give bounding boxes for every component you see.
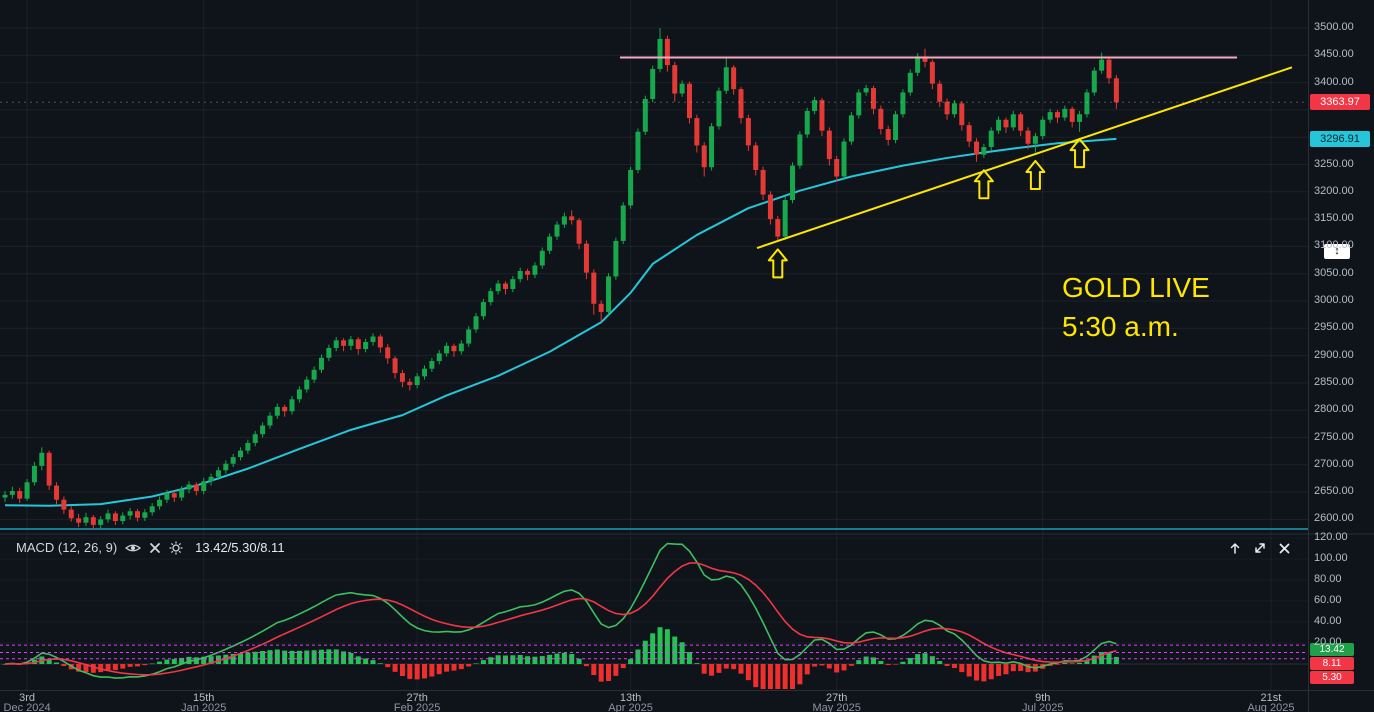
ma-value-badge: 3296.91 (1310, 131, 1370, 147)
time-tick-month: Apr 2025 (608, 702, 653, 712)
macd-line-badge: 13.42 (1310, 643, 1354, 656)
price-tick-label: 3150.00 (1314, 212, 1354, 225)
price-tick-label: 3400.00 (1314, 75, 1354, 88)
macd-tick-label: 100.00 (1314, 552, 1348, 564)
time-tick-day: 15th (193, 692, 215, 704)
annotation-title: GOLD LIVE (1062, 272, 1210, 303)
eye-icon[interactable] (125, 542, 142, 554)
price-tick-label: 2750.00 (1314, 430, 1354, 443)
macd-tick-label: 80.00 (1314, 573, 1342, 585)
price-tick-label: 3000.00 (1314, 294, 1354, 306)
histogram-badge: 5.30 (1310, 671, 1354, 684)
price-pane[interactable] (0, 28, 1308, 530)
indicator-settings-gear-icon[interactable] (169, 541, 183, 555)
price-tick-label: 2900.00 (1314, 348, 1354, 361)
buy-arrow[interactable] (1069, 138, 1090, 169)
time-tick-day: 27th (406, 692, 428, 704)
annotation-time: 5:30 a.m. (1062, 311, 1179, 342)
macd-tick-label: 120.00 (1314, 531, 1348, 543)
trendline[interactable] (756, 66, 1293, 249)
time-tick-day: 27th (825, 692, 848, 704)
macd-current-values: 13.42/5.30/8.11 (195, 540, 285, 555)
price-tick-label: 2650.00 (1314, 485, 1354, 498)
price-tick-label: 2950.00 (1314, 321, 1354, 334)
buy-arrow[interactable] (973, 169, 994, 200)
macd-signal-line (4, 562, 1117, 676)
price-tick-label: 3500.00 (1314, 21, 1354, 33)
macd-tick-label: 60.00 (1314, 594, 1342, 606)
time-tick-month: Dec 2024 (3, 702, 51, 712)
chart-annotation: GOLD LIVE 5:30 a.m. (1062, 268, 1210, 346)
signal-line-badge: 8.11 (1310, 657, 1354, 670)
time-tick-month: Aug 2025 (1247, 702, 1295, 712)
time-tick-day: 3rd (19, 692, 36, 704)
move-pane-up-icon[interactable] (1228, 541, 1242, 555)
price-tick-label: 3200.00 (1314, 184, 1354, 197)
macd-tick-label: 40.00 (1314, 615, 1342, 627)
buy-arrow[interactable] (1025, 159, 1046, 190)
price-tick-label: 3450.00 (1314, 48, 1354, 61)
price-scale-marker[interactable]: ↕ (1324, 244, 1350, 259)
price-tick-label: 2800.00 (1314, 403, 1354, 416)
buy-arrow[interactable] (767, 248, 788, 279)
time-tick-month: Jul 2025 (1021, 702, 1064, 712)
price-tick-label: 3250.00 (1314, 157, 1354, 170)
macd-line (4, 542, 1117, 679)
moving-average-line[interactable] (4, 137, 1117, 507)
last-price-badge: 3363.97 (1310, 94, 1370, 110)
price-tick-label: 2700.00 (1314, 457, 1354, 470)
grid-lines (0, 0, 1308, 690)
macd-pane[interactable] (0, 542, 1308, 706)
price-tick-label: 2850.00 (1314, 375, 1354, 388)
time-tick-month: Jan 2025 (181, 702, 227, 712)
macd-indicator-header: MACD (12, 26, 9) 13.42/5.30/8.11 (16, 540, 285, 555)
maximize-pane-icon[interactable] (1253, 541, 1267, 555)
time-tick-month: Feb 2025 (393, 702, 441, 712)
price-tick-label: 3050.00 (1314, 266, 1354, 279)
price-tick-label: 2600.00 (1314, 512, 1354, 525)
time-tick-month: May 2025 (812, 702, 861, 712)
time-tick-day: 9th (1035, 692, 1051, 704)
close-pane-icon[interactable] (1278, 542, 1291, 555)
macd-indicator-title: MACD (12, 26, 9) (16, 540, 118, 555)
macd-pane-controls (1228, 541, 1291, 555)
price-tick-label: 3100.00 (1314, 239, 1354, 252)
delete-indicator-icon[interactable] (149, 542, 161, 554)
macd-tick-label: 20.00 (1314, 636, 1342, 648)
candles-layer (2, 28, 1119, 530)
time-tick-day: 21st (1260, 692, 1282, 704)
time-tick-day: 13th (619, 692, 642, 704)
